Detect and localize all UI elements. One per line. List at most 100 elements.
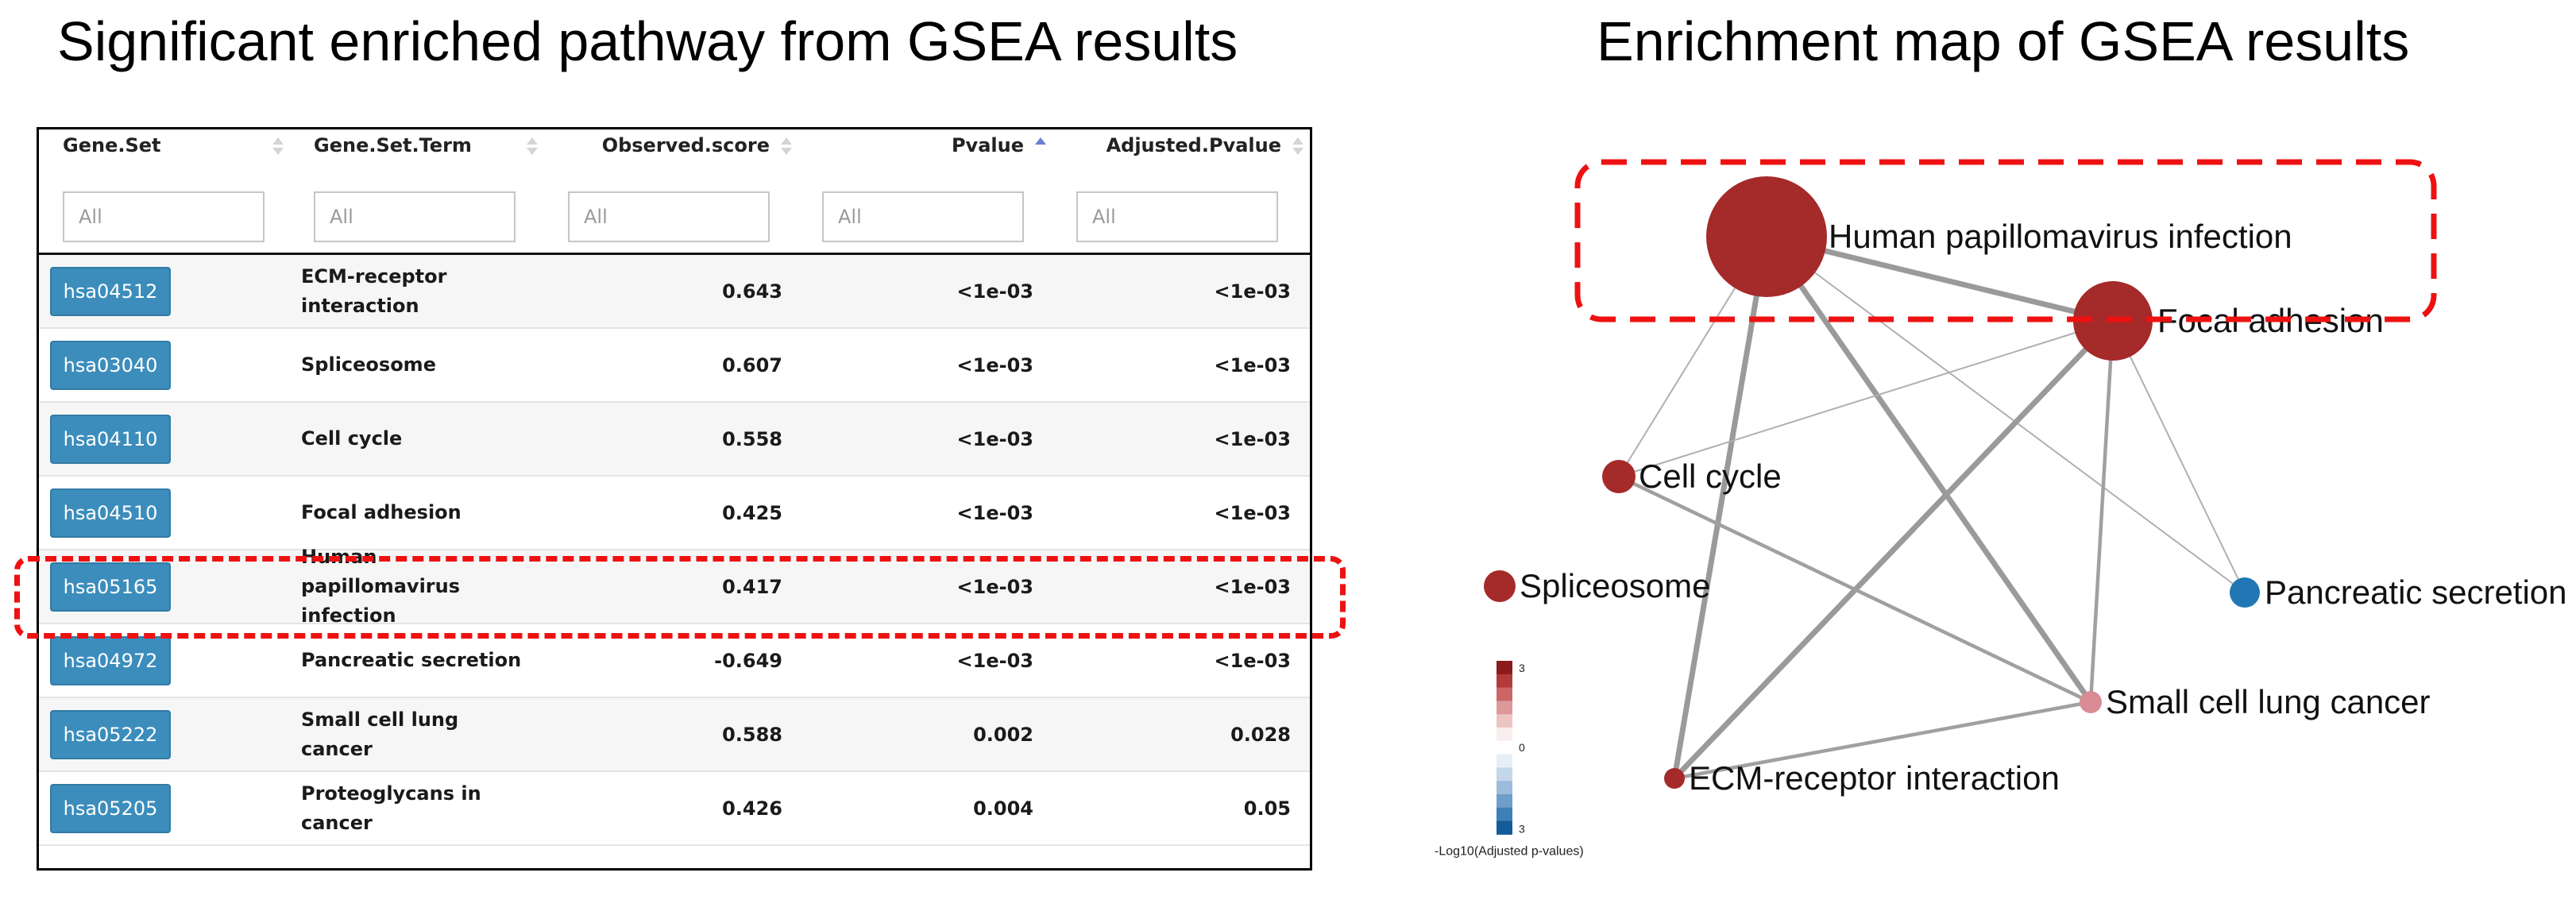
gene-set-button[interactable]: hsa04110 (50, 414, 171, 464)
table-cell-gene-set: hsa04512 (39, 255, 290, 329)
sort-icon[interactable] (1292, 137, 1303, 156)
legend-tick-label: 0 (1519, 741, 1525, 754)
gene-set-button[interactable]: hsa04512 (50, 266, 171, 316)
pathway-table: Gene.Set Gene.Set.Term Observed.score Pvalu… (37, 127, 1312, 871)
map-title: Enrichment map of GSEA results (1597, 10, 2410, 72)
table-title: Significant enriched pathway from GSEA r… (57, 10, 1238, 72)
column-header-label: Observed.score (601, 134, 770, 156)
edge-focal-sclc (2088, 320, 2115, 703)
edge-cellcycle-sclc (1618, 474, 2091, 705)
filter-input-pvalue[interactable] (822, 191, 1024, 242)
table-cell-term: Proteoglycans in cancer (290, 772, 544, 846)
table-cell-adjusted-pvalue: <1e-03 (1052, 477, 1310, 550)
table-cell-pvalue: <1e-03 (798, 255, 1052, 329)
map-highlight-box (1574, 159, 2437, 322)
table-cell-observed-score: 0.417 (544, 550, 798, 624)
legend-tick-label: 3 (1519, 662, 1525, 674)
table-cell-term: Pancreatic secretion (290, 624, 544, 698)
legend-swatch (1497, 754, 1512, 768)
column-header-label: Gene.Set.Term (314, 134, 472, 156)
filter-cell (290, 182, 544, 255)
table-cell-adjusted-pvalue: <1e-03 (1052, 403, 1310, 477)
table-cell-pvalue: 0.002 (798, 698, 1052, 772)
node-sclc[interactable] (2080, 691, 2102, 713)
table-cell-term: Cell cycle (290, 403, 544, 477)
gene-set-button[interactable]: hsa04510 (50, 488, 171, 538)
node-cellcycle[interactable] (1602, 460, 1636, 493)
filter-cell (39, 182, 290, 255)
node-label-cellcycle: Cell cycle (1639, 458, 1782, 495)
term-line: interaction (301, 294, 419, 317)
column-header-label: Gene.Set (63, 134, 161, 156)
legend-swatch (1497, 740, 1512, 755)
filter-input-adjusted-pvalue[interactable] (1076, 191, 1278, 242)
filter-input-gene-set[interactable] (63, 191, 265, 242)
table-cell-term: Human papillomavirus infection (290, 546, 544, 627)
filter-input-gene-set-term[interactable] (314, 191, 516, 242)
node-pancreatic[interactable] (2230, 577, 2260, 608)
sort-ascending-icon[interactable] (1035, 137, 1046, 156)
column-header-label: Adjusted.Pvalue (1106, 134, 1281, 156)
node-ecm[interactable] (1664, 768, 1685, 789)
node-label-sclc: Small cell lung cancer (2106, 683, 2431, 720)
legend-swatch (1497, 728, 1512, 742)
table-cell-observed-score: 0.607 (544, 329, 798, 403)
edge-focal-cellcycle (1618, 320, 2114, 477)
node-label-ecm: ECM-receptor interaction (1689, 759, 2060, 797)
legend-swatch (1497, 714, 1512, 728)
table-cell-observed-score: -0.649 (544, 624, 798, 698)
color-legend: 3 0 3 -Log10(Adjusted p-values) (1435, 661, 1584, 858)
term-line: ECM-receptor (301, 264, 447, 288)
node-label-splice: Spliceosome (1520, 567, 1710, 604)
gene-set-button[interactable]: hsa04972 (50, 635, 171, 685)
term-line: Cell cycle (301, 427, 403, 450)
gene-set-button[interactable]: hsa05165 (50, 562, 171, 612)
sort-icon[interactable] (272, 137, 284, 156)
legend-tick-label: 3 (1519, 822, 1525, 835)
node-splice[interactable] (1484, 570, 1516, 602)
table-cell-pvalue: <1e-03 (798, 550, 1052, 624)
node-hpv[interactable] (1706, 176, 1827, 297)
table-cell-gene-set: hsa03040 (39, 329, 290, 403)
edge-hpv-pancreatic (1766, 236, 2246, 593)
table-cell-adjusted-pvalue: <1e-03 (1052, 329, 1310, 403)
legend-swatch (1497, 701, 1512, 715)
column-header-observed-score[interactable]: Observed.score (544, 129, 798, 182)
column-header-gene-set-term[interactable]: Gene.Set.Term (290, 129, 544, 182)
legend-swatch (1497, 767, 1512, 782)
table-cell-adjusted-pvalue: 0.028 (1052, 698, 1310, 772)
gene-set-button[interactable]: hsa05205 (50, 783, 171, 833)
term-line: Pancreatic secretion (301, 649, 522, 671)
sort-icon[interactable] (781, 137, 792, 156)
table-cell-gene-set: hsa05222 (39, 698, 290, 772)
legend-title: -Log10(Adjusted p-values) (1435, 844, 1584, 858)
table-cell-gene-set: hsa05165 (39, 550, 290, 624)
edge-hpv-sclc (1764, 235, 2093, 704)
table-grid: Gene.Set Gene.Set.Term Observed.score Pvalu… (39, 129, 1310, 846)
sort-icon[interactable] (527, 137, 538, 156)
filter-input-observed-score[interactable] (568, 191, 770, 242)
filter-cell (1052, 182, 1310, 255)
legend-swatch (1497, 674, 1512, 689)
column-header-gene-set[interactable]: Gene.Set (39, 129, 290, 182)
term-line: Proteoglycans in (301, 782, 481, 805)
table-cell-pvalue: <1e-03 (798, 403, 1052, 477)
column-header-pvalue[interactable]: Pvalue (798, 129, 1052, 182)
legend-swatch (1497, 794, 1512, 809)
table-cell-adjusted-pvalue: <1e-03 (1052, 624, 1310, 698)
legend-swatch (1497, 807, 1512, 822)
filter-cell (544, 182, 798, 255)
gene-set-button[interactable]: hsa03040 (50, 340, 171, 390)
table-cell-observed-score: 0.588 (544, 698, 798, 772)
column-header-adjusted-pvalue[interactable]: Adjusted.Pvalue (1052, 129, 1310, 182)
table-cell-observed-score: 0.425 (544, 477, 798, 550)
legend-swatch (1497, 661, 1512, 675)
gene-set-button[interactable]: hsa05222 (50, 709, 171, 759)
edge-focal-pancreatic (2112, 320, 2246, 593)
table-cell-adjusted-pvalue: <1e-03 (1052, 255, 1310, 329)
term-line: cancer (301, 811, 373, 834)
table-cell-pvalue: 0.004 (798, 772, 1052, 846)
table-cell-pvalue: <1e-03 (798, 477, 1052, 550)
edge-focal-ecm (1672, 319, 2115, 781)
term-line: Spliceosome (301, 353, 436, 376)
